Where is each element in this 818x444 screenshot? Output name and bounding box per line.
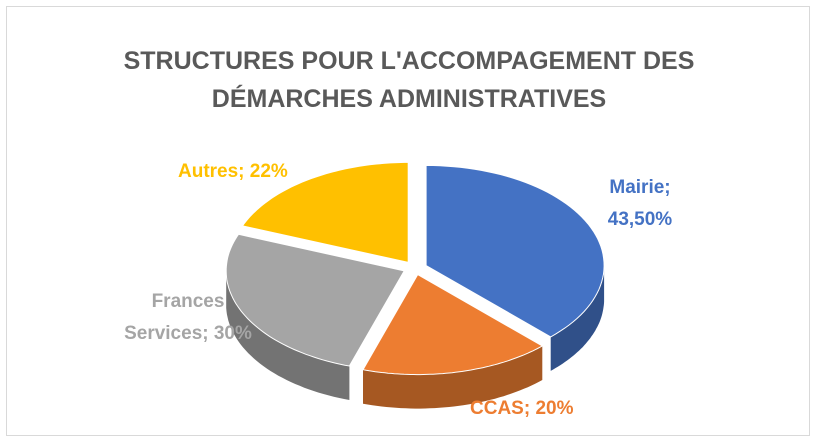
slice bbox=[425, 165, 605, 338]
data-label: Frances Services; 30% bbox=[124, 291, 252, 344]
slice bbox=[241, 161, 409, 264]
slice-side bbox=[226, 270, 350, 400]
data-label: CCAS; 20% bbox=[470, 398, 574, 419]
slice bbox=[225, 233, 405, 367]
slice bbox=[362, 273, 544, 376]
chart-frame bbox=[6, 6, 810, 436]
slice-side bbox=[363, 346, 543, 409]
data-label: Autres; 22% bbox=[178, 161, 288, 182]
data-label: Mairie; 43,50% bbox=[607, 177, 673, 230]
chart-title: STRUCTURES POUR L'ACCOMPAGEMENT DES DÉMA… bbox=[123, 47, 695, 113]
